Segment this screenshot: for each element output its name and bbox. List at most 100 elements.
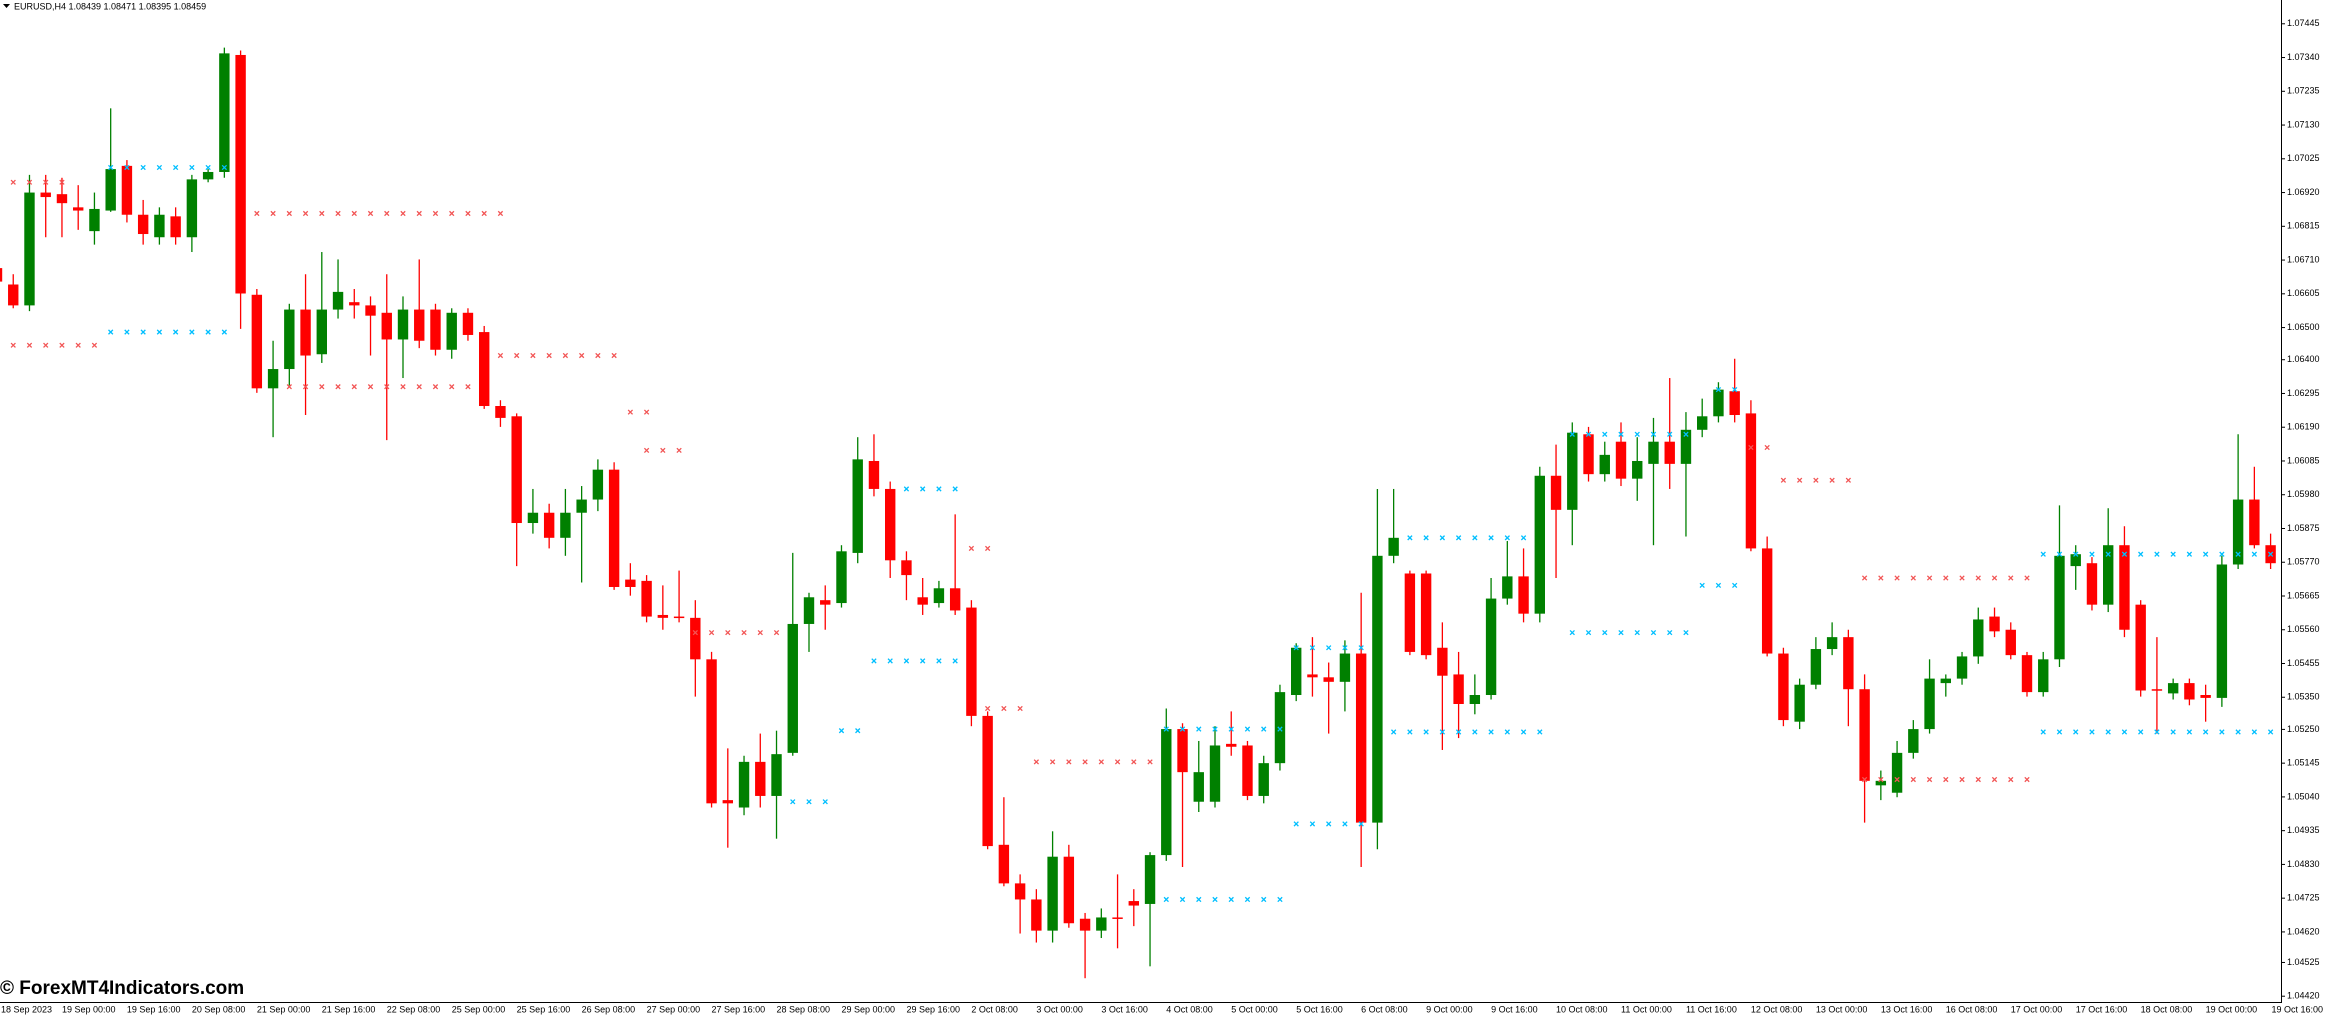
candle-body <box>1615 441 1627 479</box>
level-marker <box>1179 726 1186 732</box>
level-marker <box>1147 759 1153 765</box>
x-tick-label: 5 Oct 16:00 <box>1296 1004 1343 1014</box>
level-marker <box>741 629 747 636</box>
level-marker <box>2138 729 2144 735</box>
y-tick-label: 1.06400 <box>2287 354 2320 364</box>
level-marker <box>2186 551 2193 557</box>
candle-body <box>787 623 798 753</box>
level-marker <box>1342 821 1348 827</box>
level-marker <box>1163 726 1169 732</box>
y-tick-label: 1.05040 <box>2287 791 2320 801</box>
x-tick-label: 19 Oct 16:00 <box>2271 1004 2323 1014</box>
level-marker <box>1244 896 1251 903</box>
level-marker <box>643 409 650 415</box>
y-tick-label: 1.06190 <box>2287 422 2320 432</box>
x-tick-label: 19 Oct 00:00 <box>2206 1004 2258 1014</box>
level-marker <box>172 164 179 171</box>
level-marker <box>1943 575 1949 581</box>
candle-body <box>1859 689 1870 781</box>
y-tick-label: 1.06085 <box>2287 455 2320 465</box>
level-marker <box>1407 729 1413 735</box>
level-marker <box>1261 726 1267 732</box>
x-tick-label: 27 Sep 00:00 <box>647 1004 701 1014</box>
candle-body <box>1989 616 2000 632</box>
level-marker <box>2186 729 2193 735</box>
level-marker <box>1585 431 1592 437</box>
level-marker <box>1114 759 1121 765</box>
candle-body <box>592 469 604 500</box>
level-marker <box>952 658 958 664</box>
candle-body <box>1437 647 1448 676</box>
candle-body <box>170 216 181 238</box>
level-marker <box>2105 729 2111 735</box>
level-marker <box>108 329 114 335</box>
level-marker <box>757 629 763 636</box>
level-marker <box>643 447 650 454</box>
level-marker <box>2170 551 2176 557</box>
candle-body <box>527 512 539 524</box>
candle-body <box>560 512 571 538</box>
y-tick-label: 1.04525 <box>2287 957 2320 967</box>
candle-body <box>40 192 51 198</box>
level-marker <box>1959 776 1965 783</box>
level-marker <box>1228 896 1234 903</box>
level-marker <box>286 210 292 217</box>
x-tick-label: 27 Sep 16:00 <box>712 1004 766 1014</box>
level-marker <box>1196 896 1202 903</box>
level-marker <box>936 658 942 664</box>
x-tick-label: 20 Sep 08:00 <box>192 1004 246 1014</box>
candle-body <box>1875 780 1887 786</box>
level-marker <box>2267 729 2274 735</box>
candle-body <box>1291 647 1302 696</box>
y-tick-label: 1.05875 <box>2287 523 2320 533</box>
candle-body <box>641 580 652 617</box>
level-marker <box>984 705 991 712</box>
level-marker <box>2121 551 2128 557</box>
y-tick-label: 1.04830 <box>2287 859 2320 869</box>
level-marker <box>156 329 163 335</box>
level-marker <box>286 384 292 390</box>
candle-body <box>2216 564 2228 698</box>
level-marker <box>1488 729 1494 735</box>
candle-body <box>24 192 35 306</box>
level-marker <box>1894 776 1900 783</box>
level-marker <box>822 799 828 805</box>
candle-body <box>2103 545 2114 605</box>
candle-body <box>2135 604 2146 691</box>
candle-body <box>365 305 376 316</box>
y-tick-label: 1.04935 <box>2287 825 2320 835</box>
candle-body <box>1420 573 1432 656</box>
watermark: © ForexMT4Indicators.com <box>0 978 244 999</box>
x-tick-label: 9 Oct 16:00 <box>1491 1004 1538 1014</box>
candle-body <box>2070 554 2081 567</box>
candle-body <box>1355 653 1367 823</box>
level-marker <box>1212 896 1218 903</box>
level-marker <box>10 342 16 348</box>
candle-body <box>1339 653 1351 682</box>
level-marker <box>1163 896 1169 903</box>
level-marker <box>1309 645 1316 651</box>
level-marker <box>1326 645 1332 651</box>
level-marker <box>1423 729 1429 735</box>
candle-body <box>722 800 733 804</box>
candle-body <box>2151 689 2163 691</box>
candle-body <box>771 754 782 796</box>
level-marker <box>497 210 504 217</box>
level-marker <box>1066 759 1072 765</box>
level-marker <box>1764 444 1770 451</box>
y-tick-label: 1.06295 <box>2287 388 2320 398</box>
candle-body <box>2086 563 2098 605</box>
x-tick-label: 18 Sep 2023 <box>1 1004 52 1014</box>
candle-body <box>267 369 279 389</box>
level-marker <box>936 486 942 492</box>
level-marker <box>367 384 374 390</box>
level-marker <box>920 658 926 664</box>
candle-body <box>543 512 555 538</box>
level-marker <box>1618 629 1624 636</box>
y-tick-label: 1.05250 <box>2287 724 2320 734</box>
candle-body <box>1550 475 1562 510</box>
candle-body <box>397 309 409 340</box>
level-marker <box>1277 896 1283 903</box>
